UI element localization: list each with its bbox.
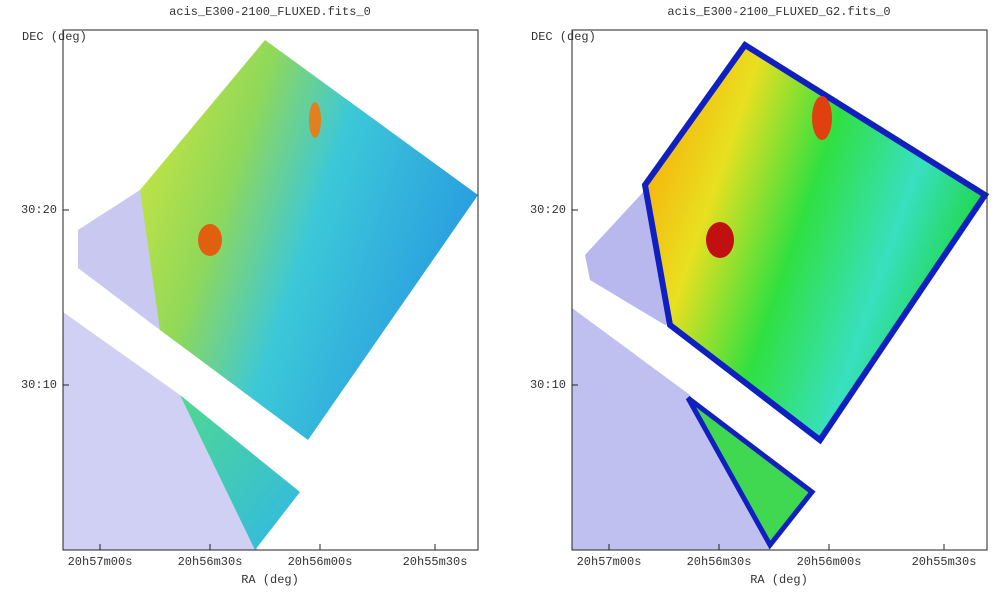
frame — [62, 29, 479, 551]
y-tick-label: 30:20 — [21, 203, 57, 217]
chip — [685, 396, 816, 550]
frame — [571, 29, 988, 551]
source — [706, 222, 734, 258]
chip-faint — [78, 190, 175, 330]
x-axis-label: RA (deg) — [241, 573, 299, 587]
x-tick-label: 20h56m30s — [178, 555, 243, 569]
y-axis-label: DEC (deg) — [531, 30, 596, 44]
panel: acis_E300-2100_FLUXED.fits_0 DEC (deg) RA … — [21, 5, 479, 587]
x-tick-label: 20h57m00s — [68, 555, 133, 569]
panel: acis_E300-2100_FLUXED_G2.fits_0 DEC (deg)… — [530, 5, 990, 587]
x-tick-label: 20h55m30s — [403, 555, 468, 569]
y-tick-label: 30:10 — [530, 378, 566, 392]
chip-faint — [572, 308, 770, 550]
chip — [180, 395, 300, 550]
x-tick-label: 20h55m30s — [912, 555, 977, 569]
chip — [140, 40, 478, 440]
y-axis-label: DEC (deg) — [22, 30, 87, 44]
x-tick-label: 20h56m00s — [288, 555, 353, 569]
source — [309, 102, 321, 138]
y-tick-label: 30:10 — [21, 378, 57, 392]
source — [198, 224, 222, 256]
x-tick-label: 20h57m00s — [577, 555, 642, 569]
source — [812, 96, 832, 140]
chip — [641, 40, 990, 445]
chip-faint — [585, 190, 680, 325]
chip-faint — [63, 312, 258, 550]
x-tick-label: 20h56m30s — [687, 555, 752, 569]
x-tick-label: 20h56m00s — [797, 555, 862, 569]
panel-title: acis_E300-2100_FLUXED.fits_0 — [169, 5, 371, 19]
panel-title: acis_E300-2100_FLUXED_G2.fits_0 — [667, 5, 890, 19]
x-axis-label: RA (deg) — [750, 573, 808, 587]
y-tick-label: 30:20 — [530, 203, 566, 217]
